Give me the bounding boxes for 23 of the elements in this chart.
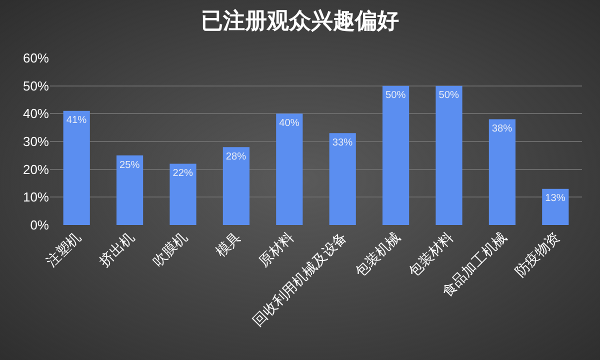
y-tick-label: 60% — [22, 50, 50, 66]
data-label: 33% — [332, 137, 353, 148]
y-tick-label: 20% — [22, 162, 50, 177]
data-label: 41% — [66, 115, 87, 126]
y-tick-label: 50% — [22, 78, 50, 94]
x-tick-label: 挤出机 — [96, 228, 137, 270]
data-label: 40% — [279, 118, 300, 130]
data-label: 22% — [172, 168, 193, 180]
data-label: 13% — [545, 193, 566, 204]
y-tick-label: 30% — [22, 134, 50, 150]
data-label: 50% — [386, 90, 406, 102]
data-label: 38% — [492, 124, 512, 135]
x-tick-label: 模具 — [212, 228, 244, 260]
data-label: 28% — [226, 151, 246, 162]
x-tick-label: 包装机械 — [352, 228, 403, 280]
data-label: 50% — [438, 90, 459, 102]
y-tick-label: 10% — [22, 190, 50, 205]
x-tick-label: 吹膜机 — [149, 228, 190, 270]
x-tick-label: 原材料 — [255, 228, 296, 270]
x-tick-label: 防疫物资 — [512, 228, 562, 280]
chart-title: 已注册观众兴趣偏好 — [201, 8, 399, 33]
data-label: 25% — [120, 160, 140, 171]
y-tick-label: 40% — [22, 106, 50, 122]
